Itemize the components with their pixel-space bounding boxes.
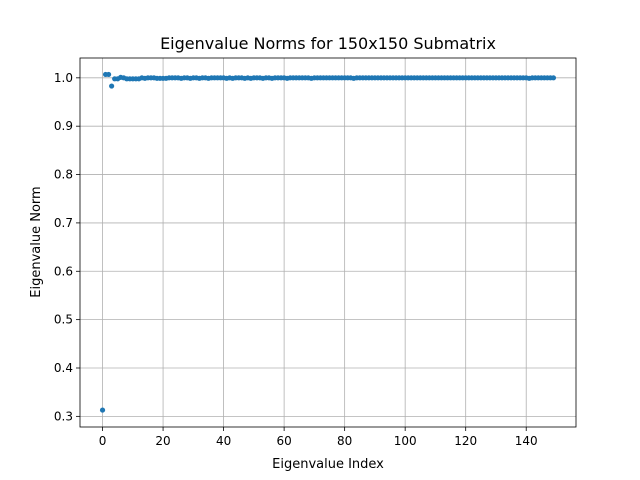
x-axis-label: Eigenvalue Index — [272, 457, 384, 472]
axis-ticks: 0 20 40 60 80 100 120 140 0.3 0.4 0.5 0.6 0.7 0.8 0.9 1… — [54, 71, 538, 448]
y-tick-label: 0.9 — [54, 119, 73, 133]
grid-lines — [80, 58, 576, 427]
y-tick-label: 0.5 — [54, 313, 73, 327]
x-tick-label: 120 — [454, 434, 477, 448]
data-point — [99, 407, 106, 413]
x-tick-label: 40 — [216, 434, 231, 448]
y-tick-label: 0.3 — [54, 409, 73, 423]
chart-title: Eigenvalue Norms for 150x150 Submatrix — [160, 34, 496, 53]
y-tick-label: 0.6 — [54, 264, 73, 278]
y-tick-label: 0.8 — [54, 168, 73, 182]
y-axis-label: Eigenvalue Norm — [29, 186, 44, 297]
data-point — [550, 75, 557, 81]
x-tick-label: 0 — [99, 434, 107, 448]
x-tick-label: 60 — [276, 434, 291, 448]
x-tick-label: 100 — [394, 434, 417, 448]
y-tick-label: 0.7 — [54, 216, 73, 230]
y-tick-label: 0.4 — [54, 361, 73, 375]
plot-frame — [79, 57, 577, 428]
data-point — [105, 71, 112, 78]
data-point — [109, 83, 115, 89]
data-points — [99, 71, 557, 413]
y-tick-label: 1.0 — [54, 71, 73, 85]
x-tick-label: 140 — [515, 434, 538, 448]
x-tick-label: 80 — [337, 434, 352, 448]
x-tick-label: 20 — [155, 434, 170, 448]
